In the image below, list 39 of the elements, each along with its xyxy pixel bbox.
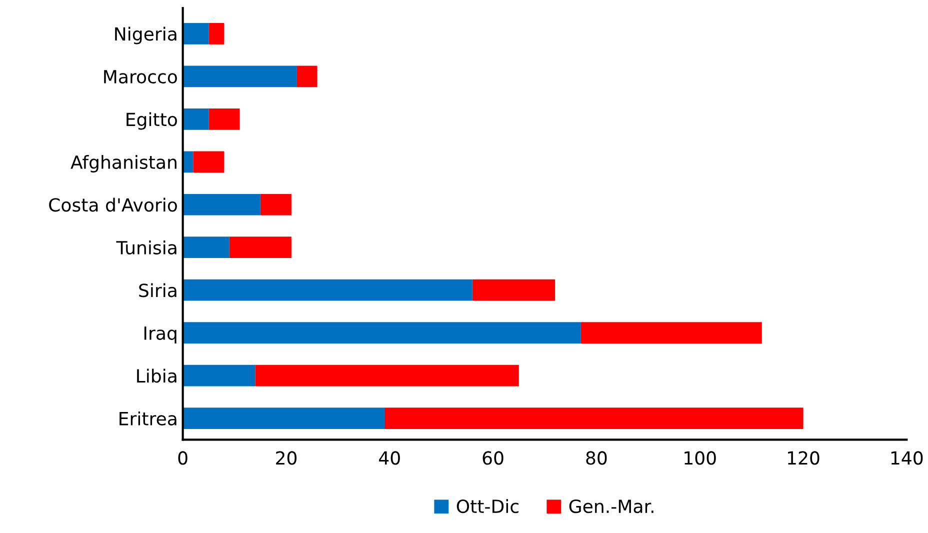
bar: [580, 322, 762, 344]
bar: [182, 322, 581, 344]
y-tick-label: Egitto: [126, 112, 177, 130]
y-tick-label: Siria: [139, 283, 176, 298]
x-tick-label: 120: [788, 451, 820, 465]
bar: [208, 22, 224, 44]
bar: [472, 279, 556, 301]
bar: [182, 66, 297, 88]
bar: [296, 66, 318, 88]
x-tick-label: 40: [379, 451, 400, 465]
bar: [182, 408, 384, 430]
legend-label: Gen.-Mar.: [569, 499, 654, 514]
x-tick-label: 0: [178, 451, 188, 465]
legend-label: Ott-Dic: [456, 499, 518, 514]
y-tick-label: Eritrea: [120, 411, 176, 426]
bar: [193, 151, 224, 173]
bar: [182, 108, 209, 130]
y-tick-label: Iraq: [144, 326, 176, 344]
x-tick-label: 20: [276, 451, 297, 465]
bar: [229, 236, 292, 258]
bar: [182, 194, 260, 216]
x-tick-label: 100: [684, 451, 716, 465]
y-tick-label: Libia: [137, 368, 176, 383]
y-tick-label: Afghanistan: [70, 155, 176, 172]
bar: [384, 408, 804, 430]
y-tick-label: Tunisia: [116, 240, 176, 254]
x-tick-label: 80: [586, 451, 607, 465]
bar: [182, 22, 209, 44]
bar: [182, 279, 472, 301]
y-tick-label: Nigeria: [115, 26, 176, 44]
bar: [182, 236, 230, 258]
bar: [208, 108, 240, 130]
y-tick-label: Costa d'Avorio: [49, 198, 177, 212]
x-tick-label: 60: [482, 451, 504, 465]
bar: [260, 194, 292, 216]
x-tick-label: 140: [891, 451, 923, 465]
bar: [255, 364, 519, 386]
y-tick-label: Marocco: [104, 70, 177, 84]
bar: [182, 364, 256, 386]
